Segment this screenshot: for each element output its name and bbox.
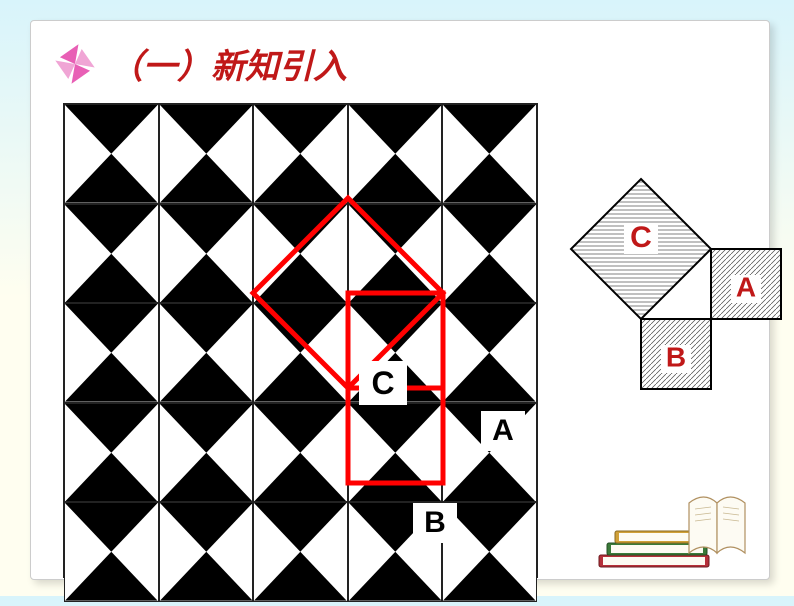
grid-cell <box>64 204 159 304</box>
tile-label-b: B <box>413 503 457 543</box>
svg-text:A: A <box>736 271 756 302</box>
slide-title: （一）新知引入 <box>109 39 347 88</box>
grid-cell <box>253 403 348 503</box>
grid-cell <box>348 204 443 304</box>
books-icon <box>589 483 749 573</box>
grid-cell <box>442 104 537 204</box>
pythagorean-diagram: C A B <box>551 129 791 414</box>
svg-text:B: B <box>666 341 686 372</box>
grid-cell <box>159 403 254 503</box>
grid-cell <box>253 502 348 602</box>
slide-card: （一）新知引入 <box>30 20 770 580</box>
tile-label-c: C <box>359 361 407 405</box>
grid-cell <box>64 403 159 503</box>
grid-cell <box>442 204 537 304</box>
grid-cell <box>348 104 443 204</box>
grid-cell <box>64 502 159 602</box>
grid-cell <box>64 104 159 204</box>
grid-cell <box>64 303 159 403</box>
svg-text:C: C <box>630 221 652 254</box>
grid-cell <box>253 204 348 304</box>
grid-cell <box>159 204 254 304</box>
grid-cell <box>159 303 254 403</box>
grid-cell <box>442 303 537 403</box>
grid-cell <box>159 502 254 602</box>
grid-cell <box>348 403 443 503</box>
grid-cell <box>253 104 348 204</box>
grid-cell <box>253 303 348 403</box>
title-row: （一）新知引入 <box>51 39 347 88</box>
pinwheel-icon <box>47 36 103 92</box>
grid-cell <box>159 104 254 204</box>
tile-label-a: A <box>481 411 525 451</box>
tile-grid <box>63 103 538 578</box>
